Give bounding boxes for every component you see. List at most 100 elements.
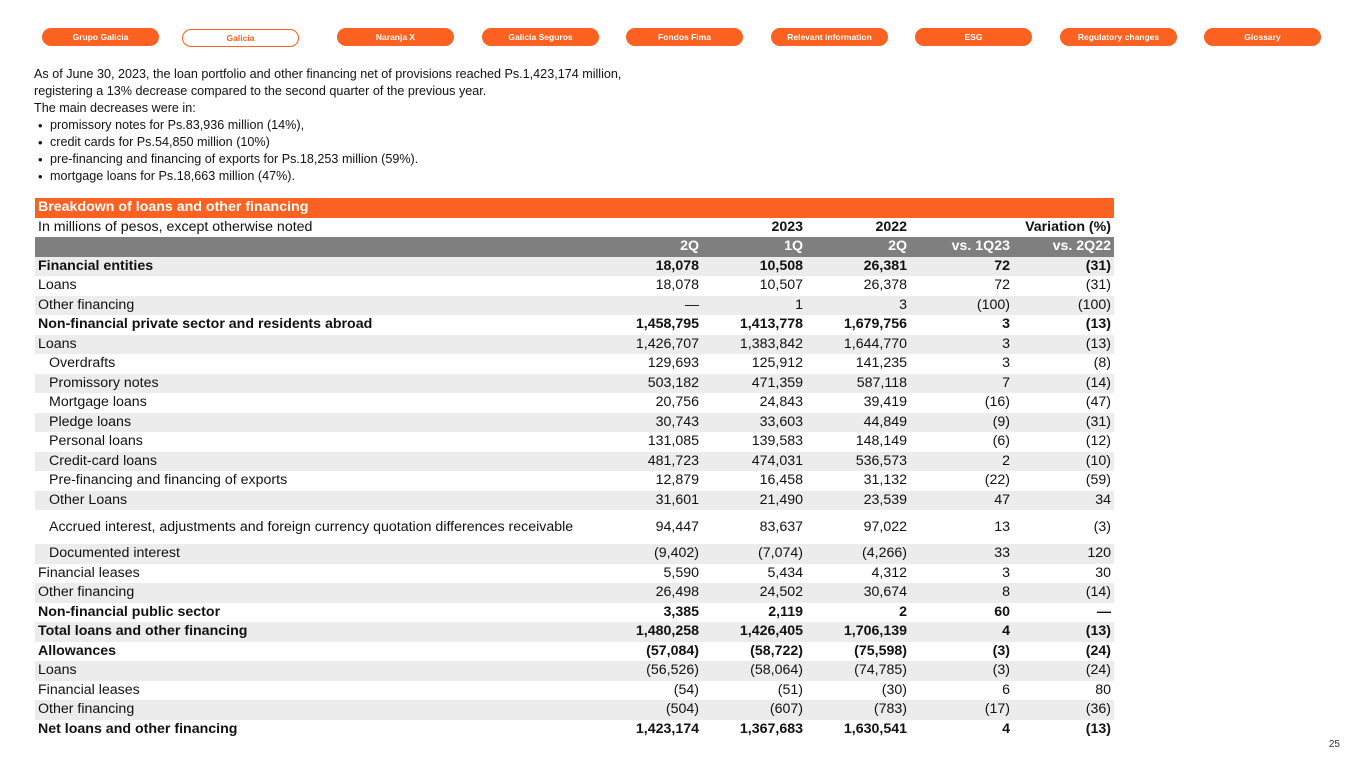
nav-tab-grupo-galicia[interactable]: Grupo Galicia <box>42 28 159 46</box>
table-row: Allowances (57,084) (58,722) (75,598) (3) (24… <box>35 642 1114 662</box>
table-cell: (12) <box>1085 433 1111 450</box>
table-cell: (22) <box>984 472 1010 489</box>
table-cell: 10,508 <box>702 256 806 276</box>
table-cell: 18,078 <box>655 277 699 294</box>
table-cell: 10,507 <box>759 277 803 294</box>
list-item: mortgage loans for Ps.18,663 million (47… <box>38 168 754 185</box>
table-cell: 83,637 <box>759 518 803 535</box>
intro-line: The main decreases were in: <box>34 101 196 115</box>
table-cell: (54) <box>673 681 699 698</box>
nav-tab-fondos-fima[interactable]: Fondos Fima <box>626 28 743 46</box>
table-cell: (607) <box>702 700 806 720</box>
table-cell: 31,601 <box>609 490 702 510</box>
table-cell: 587,118 <box>806 373 910 393</box>
table-cell: 6 <box>1002 681 1010 698</box>
row-label: Loans <box>35 334 609 354</box>
page-number: 25 <box>1328 739 1340 750</box>
intro-line: As of June 30, 2023, the loan portfolio … <box>34 67 622 81</box>
col-header: 2Q <box>609 237 702 257</box>
table-cell: 503,182 <box>609 373 702 393</box>
row-label: Non-financial public sector <box>38 603 221 620</box>
table-cell: 3 <box>1002 316 1010 333</box>
table-cell: 4,312 <box>871 564 907 581</box>
table-units-row: In millions of pesos, except otherwise n… <box>35 217 1114 237</box>
year-2022-header: 2022 <box>806 217 910 237</box>
table-cell: (58,064) <box>702 661 806 681</box>
table-row: Mortgage loans 20,756 24,843 39,419 (16) (47) <box>35 393 1114 413</box>
table-cell: (7,074) <box>702 544 806 564</box>
table-cell: 481,723 <box>609 451 702 471</box>
row-label: Pledge loans <box>35 412 609 432</box>
table-cell: 5,434 <box>767 564 803 581</box>
table-cell: 1,458,795 <box>635 316 699 333</box>
table-row: Documented interest (9,402) (7,074) (4,266)… <box>35 544 1114 564</box>
table-row: Non-financial public sector 3,385 2,119 2 60… <box>35 603 1114 623</box>
table-cell: 94,447 <box>655 518 699 535</box>
table-cell: (16) <box>984 394 1010 411</box>
row-label: Other financing <box>35 583 609 603</box>
table-cell: 16,458 <box>759 472 803 489</box>
nav-tab-relevant-information[interactable]: Relevant information <box>771 28 888 46</box>
table-row: Financial entities 18,078 10,508 26,381 72 (3… <box>35 256 1114 276</box>
row-label: Financial leases <box>38 564 140 581</box>
table-cell: (47) <box>1085 394 1111 411</box>
variation-header: Variation (%) <box>910 217 1114 237</box>
table-cell: 39,419 <box>863 394 907 411</box>
table-cell: 30,743 <box>609 412 702 432</box>
nav-tab-galicia[interactable]: Galicia <box>182 29 299 47</box>
table-cell: 12,879 <box>655 472 699 489</box>
table-row: Loans 1,426,707 1,383,842 1,644,770 3 (13) <box>35 334 1114 354</box>
table-cell: 33 <box>910 544 1013 564</box>
table-cell: 30,674 <box>806 583 910 603</box>
row-label: Other Loans <box>35 490 609 510</box>
section-nav: Grupo Galicia Galicia Naranja X Galicia … <box>42 28 1322 47</box>
table-cell: 536,573 <box>806 451 910 471</box>
table-cell: (74,785) <box>806 661 910 681</box>
row-label: Financial leases <box>38 681 140 698</box>
table-row: Accrued interest, adjustments and foreig… <box>35 510 1114 544</box>
table-cell: 2 <box>910 451 1013 471</box>
table-row: Overdrafts 129,693 125,912 141,235 3 (8) <box>35 354 1114 374</box>
table-cell: (6) <box>992 433 1010 450</box>
table-cell: 7 <box>910 373 1013 393</box>
nav-tab-esg[interactable]: ESG <box>915 28 1032 46</box>
table-cell: 30 <box>1095 564 1111 581</box>
table-cell: 120 <box>1013 544 1114 564</box>
table-cell: 1,630,541 <box>843 720 907 737</box>
table-cell: 1,706,139 <box>806 622 910 642</box>
table-cell: 60 <box>994 603 1010 620</box>
nav-tab-glossary[interactable]: Glossary <box>1204 28 1321 46</box>
table-row: Non-financial private sector and residen… <box>35 315 1114 335</box>
row-label: Accrued interest, adjustments and foreig… <box>49 518 574 535</box>
table-cell: (13) <box>1085 316 1111 333</box>
table-row: Net loans and other financing 1,423,174 1,… <box>35 720 1114 740</box>
table-cell: 23,539 <box>806 490 910 510</box>
table-cell: 3 <box>1002 355 1010 372</box>
nav-tab-galicia-seguros[interactable]: Galicia Seguros <box>482 28 599 46</box>
col-header: 1Q <box>702 237 806 257</box>
nav-tab-regulatory-changes[interactable]: Regulatory changes <box>1060 28 1177 46</box>
table-cell: (59) <box>1085 472 1111 489</box>
row-label: Allowances <box>38 642 117 659</box>
table-cell: 80 <box>1095 681 1111 698</box>
table-row: Other Loans 31,601 21,490 23,539 47 34 <box>35 490 1114 510</box>
table-cell: 72 <box>910 256 1013 276</box>
row-label: Loans <box>35 661 609 681</box>
table-cell: (24) <box>1085 642 1111 659</box>
table-cell: (17) <box>910 700 1013 720</box>
table-row: Pre-financing and financing of exports 12… <box>35 471 1114 491</box>
table-cell: (56,526) <box>609 661 702 681</box>
table-cell: 139,583 <box>751 433 803 450</box>
row-label: Other financing <box>35 295 609 315</box>
table-cell: 3 <box>910 334 1013 354</box>
table-cell: 1,423,174 <box>635 720 699 737</box>
table-cell: 97,022 <box>863 518 907 535</box>
table-cell: 1,367,683 <box>739 720 803 737</box>
table-cell: 1,426,707 <box>609 334 702 354</box>
table-cell: (3) <box>992 642 1010 659</box>
table-row: Other financing 26,498 24,502 30,674 8 (14) <box>35 583 1114 603</box>
table-cell: (51) <box>777 681 803 698</box>
nav-tab-naranja-x[interactable]: Naranja X <box>337 28 454 46</box>
table-cell: 1,413,778 <box>739 316 803 333</box>
table-row: Personal loans 131,085 139,583 148,149 (6) (1… <box>35 432 1114 452</box>
